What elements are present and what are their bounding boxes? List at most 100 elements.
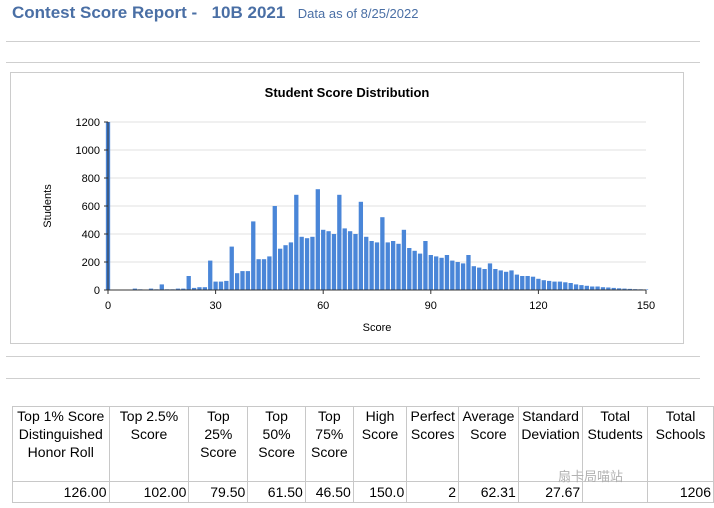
histogram-bar bbox=[245, 271, 251, 290]
chart-gridlines bbox=[108, 121, 646, 263]
y-tick-label: 1200 bbox=[76, 117, 100, 129]
histogram-bar bbox=[541, 280, 546, 290]
histogram-bar bbox=[347, 231, 353, 290]
y-tick-label: 1000 bbox=[76, 145, 100, 157]
histogram-bar bbox=[600, 287, 606, 290]
histogram-bar bbox=[520, 276, 525, 290]
histogram-bar bbox=[493, 269, 498, 290]
watermark: 扇卡局喵站 bbox=[558, 470, 624, 485]
report-header: Contest Score Report - 10B 2021 Data as … bbox=[12, 3, 418, 23]
histogram-bar bbox=[622, 288, 627, 290]
histogram-bar bbox=[261, 259, 267, 290]
histogram-bar bbox=[181, 288, 186, 290]
table-cell: 46.50 bbox=[304, 481, 354, 503]
column-header: Total Schools bbox=[647, 406, 714, 482]
column-header: Average Score bbox=[458, 406, 519, 482]
histogram-bar bbox=[240, 271, 245, 290]
summary-statistics-table: Top 1% Score Distinguished Honor Roll Top… bbox=[12, 406, 714, 503]
histogram-bar bbox=[159, 284, 164, 290]
column-header: Top 50% Score bbox=[247, 406, 306, 482]
column-header: Top 2.5% Score bbox=[108, 406, 190, 482]
column-header: Top 25% Score bbox=[188, 406, 249, 482]
histogram-bar bbox=[353, 234, 358, 290]
histogram-bar bbox=[380, 217, 385, 290]
histogram-bar bbox=[509, 270, 514, 290]
y-tick-label: 200 bbox=[82, 257, 100, 269]
table-cell: 62.31 bbox=[458, 481, 519, 503]
table-cell: 2 bbox=[406, 481, 460, 503]
x-tick-label: 90 bbox=[425, 300, 437, 312]
header-divider-bottom bbox=[6, 62, 700, 63]
table-cell: 79.50 bbox=[188, 481, 249, 503]
table-cell: 102.00 bbox=[108, 481, 190, 503]
table-cell: 150.0 bbox=[352, 481, 408, 503]
histogram-bar bbox=[579, 285, 584, 290]
y-tick-label: 400 bbox=[82, 229, 100, 241]
histogram-bar bbox=[611, 287, 616, 290]
histogram-bar bbox=[444, 255, 450, 290]
histogram-bar bbox=[213, 281, 218, 290]
histogram-bar bbox=[186, 276, 191, 290]
y-tick-label: 600 bbox=[82, 201, 100, 213]
chart-title: Student Score Distribution bbox=[265, 85, 430, 100]
histogram-bar bbox=[390, 241, 396, 290]
histogram-bar bbox=[627, 288, 633, 290]
histogram-bar bbox=[342, 228, 347, 290]
histogram-bar bbox=[374, 242, 380, 290]
column-header: Standard Deviation bbox=[517, 406, 584, 482]
table-header-row: Top 1% Score Distinguished Honor Roll Top… bbox=[12, 406, 714, 482]
histogram-bar bbox=[358, 201, 364, 290]
histogram-bar bbox=[434, 256, 439, 290]
histogram-bar bbox=[299, 236, 304, 290]
histogram-bar bbox=[439, 257, 444, 290]
histogram-bar bbox=[251, 221, 256, 290]
histogram-bar bbox=[310, 236, 315, 290]
histogram-bar bbox=[466, 255, 471, 290]
histogram-bar bbox=[256, 259, 261, 290]
histogram-bar bbox=[557, 281, 563, 290]
histogram-bar bbox=[278, 248, 283, 290]
y-axis-label: Students bbox=[42, 184, 54, 228]
chart-panel: 0 200 400 600 800 1000 1200 0 30 60 90 120 150 Stude… bbox=[10, 72, 684, 344]
histogram-bar bbox=[315, 189, 320, 290]
column-header: Perfect Scores bbox=[406, 406, 460, 482]
section-divider-bottom bbox=[6, 378, 700, 379]
histogram-bar bbox=[175, 288, 181, 290]
histogram-bar bbox=[606, 287, 611, 290]
x-tick-label: 0 bbox=[105, 300, 111, 312]
histogram-bar bbox=[148, 288, 154, 290]
column-header: Top 1% Score Distinguished Honor Roll bbox=[12, 406, 110, 482]
histogram-bar bbox=[326, 231, 331, 290]
histogram-bar bbox=[132, 288, 138, 290]
histogram-bar bbox=[267, 256, 272, 290]
histogram-bar bbox=[450, 260, 455, 290]
histogram-bar bbox=[197, 287, 202, 290]
histogram-bar bbox=[595, 286, 600, 290]
histogram-bar bbox=[525, 276, 530, 290]
chart-axes: 0 200 400 600 800 1000 1200 0 30 60 90 120 150 bbox=[76, 117, 656, 312]
histogram-bar bbox=[552, 281, 557, 290]
histogram-bar bbox=[337, 194, 342, 290]
column-header: Top 75% Score bbox=[304, 406, 354, 482]
score-distribution-chart: 0 200 400 600 800 1000 1200 0 30 60 90 120 150 Stude… bbox=[42, 85, 656, 334]
histogram-bar bbox=[369, 241, 374, 290]
contest-name: 10B 2021 bbox=[211, 3, 286, 22]
histogram-bar bbox=[321, 229, 326, 290]
histogram-bar bbox=[385, 242, 390, 290]
histogram-bar bbox=[428, 255, 433, 290]
histogram-bar bbox=[234, 273, 240, 290]
histogram-bar bbox=[202, 287, 207, 290]
histogram-bar bbox=[498, 270, 503, 290]
histogram-bar bbox=[530, 276, 536, 290]
histogram-bar bbox=[573, 284, 579, 290]
histogram-bar bbox=[288, 242, 294, 290]
data-as-of: Data as of 8/25/2022 bbox=[297, 6, 419, 21]
histogram-bar bbox=[304, 238, 310, 290]
section-divider-top bbox=[6, 356, 700, 357]
histogram-bar bbox=[590, 286, 595, 290]
histogram-bar bbox=[283, 245, 288, 290]
histogram-bar bbox=[423, 241, 428, 290]
histogram-bar bbox=[272, 206, 277, 290]
table-cell: 27.67 bbox=[517, 481, 584, 503]
x-tick-label: 150 bbox=[637, 300, 655, 312]
